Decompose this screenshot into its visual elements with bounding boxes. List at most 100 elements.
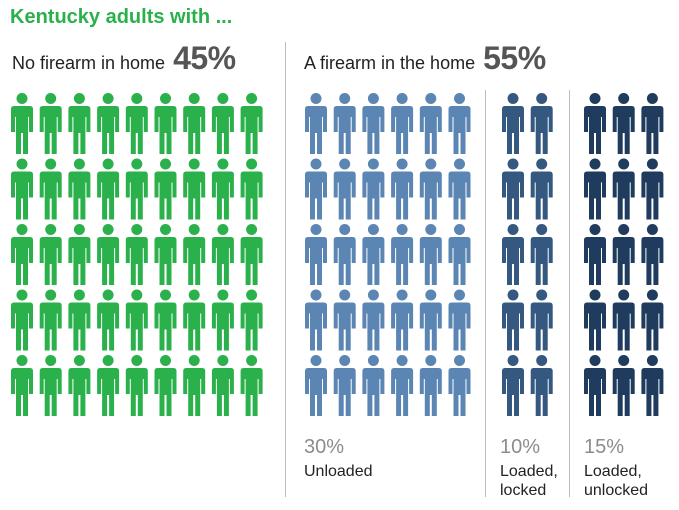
unloaded-label: Unloaded	[304, 463, 373, 480]
unloaded-person-icon	[419, 158, 442, 220]
no-firearm-person-icon	[183, 93, 206, 154]
unloaded-person-icon	[362, 158, 385, 220]
no-firearm-person-icon	[68, 355, 91, 416]
no-firearm-person-icon	[154, 224, 177, 285]
unloaded-percent: 30%	[304, 436, 345, 458]
no-firearm-person-icon	[11, 355, 33, 416]
loaded-unlocked-person-icon	[612, 224, 635, 285]
unloaded-person-icon	[305, 93, 327, 154]
firearm-percent: 55%	[483, 40, 546, 76]
unloaded-person-icon	[333, 355, 356, 416]
loaded-unlocked-person-icon	[641, 355, 664, 416]
unloaded-person-icon	[362, 93, 385, 154]
no-firearm-person-icon	[240, 355, 263, 416]
unloaded-person-icon	[391, 158, 414, 220]
loaded-unlocked-percent: 15%	[584, 436, 625, 458]
loaded-locked-person-icon	[502, 224, 524, 285]
no-firearm-person-icon	[240, 289, 263, 351]
unloaded-person-icon	[448, 93, 471, 154]
unloaded-person-icon	[362, 355, 385, 416]
no-firearm-person-icon	[11, 224, 33, 285]
subgroup-divider-2	[569, 90, 570, 497]
loaded-unlocked-label: Loaded, unlocked	[584, 463, 649, 499]
unloaded-person-icon	[391, 93, 414, 154]
no-firearm-person-icon	[183, 355, 206, 416]
no-firearm-person-icon	[39, 93, 62, 154]
no-firearm-person-icon	[183, 224, 206, 285]
no-firearm-person-icon	[125, 93, 148, 154]
no-firearm-person-icon	[97, 93, 120, 154]
no-firearm-person-icon	[97, 289, 120, 351]
unloaded-person-icon	[419, 355, 442, 416]
loaded-unlocked-person-icon	[584, 93, 606, 154]
firearm-label: A firearm in the home	[304, 53, 476, 73]
no-firearm-person-icon	[125, 289, 148, 351]
unloaded-person-icon	[333, 93, 356, 154]
no-firearm-person-icon	[154, 289, 177, 351]
no-firearm-person-icon	[183, 289, 206, 351]
loaded-unlocked-person-icon	[641, 289, 664, 351]
no-firearm-person-icon	[97, 224, 120, 285]
loaded-locked-person-icon	[530, 93, 553, 154]
unloaded-person-icon	[419, 224, 442, 285]
no-firearm-person-icon	[11, 289, 33, 351]
no-firearm-person-icon	[39, 355, 62, 416]
no-firearm-person-icon	[39, 224, 62, 285]
no-firearm-person-icon	[39, 158, 62, 220]
no-firearm-person-icon	[11, 93, 33, 154]
no-firearm-person-icon	[240, 224, 263, 285]
unloaded-person-icon	[362, 289, 385, 351]
no-firearm-person-icon	[68, 224, 91, 285]
no-firearm-person-icon	[240, 93, 263, 154]
loaded-locked-person-icon	[502, 158, 524, 220]
no-firearm-person-icon	[211, 355, 234, 416]
no-firearm-person-icon	[11, 158, 33, 220]
no-firearm-person-icon	[97, 355, 120, 416]
no-firearm-label: No firearm in home	[12, 53, 166, 73]
unloaded-person-icon	[305, 158, 327, 220]
unloaded-person-icon	[333, 224, 356, 285]
loaded-locked-percent: 10%	[500, 436, 541, 458]
loaded-unlocked-person-icon	[584, 355, 606, 416]
loaded-locked-person-icon	[502, 93, 524, 154]
no-firearm-person-icon	[39, 289, 62, 351]
unloaded-person-icon	[391, 289, 414, 351]
group-divider	[285, 42, 286, 497]
unloaded-person-icon	[362, 224, 385, 285]
loaded-unlocked-person-icon	[584, 289, 606, 351]
unloaded-person-icon	[333, 289, 356, 351]
no-firearm-person-icon	[68, 93, 91, 154]
no-firearm-person-icon	[125, 355, 148, 416]
no-firearm-person-icon	[97, 158, 120, 220]
loaded-locked-person-icon	[502, 355, 524, 416]
no-firearm-person-icon	[154, 355, 177, 416]
unloaded-person-icon	[333, 158, 356, 220]
unloaded-person-icon	[448, 289, 471, 351]
chart-title: Kentucky adults with ...	[10, 6, 233, 28]
no-firearm-person-icon	[183, 158, 206, 220]
subgroup-divider-1	[485, 90, 486, 497]
no-firearm-person-icon	[211, 93, 234, 154]
unloaded-person-icon	[305, 355, 327, 416]
no-firearm-person-icon	[125, 224, 148, 285]
no-firearm-person-icon	[125, 158, 148, 220]
loaded-unlocked-person-icon	[641, 93, 664, 154]
unloaded-person-icon	[305, 289, 327, 351]
unloaded-person-icon	[305, 224, 327, 285]
unloaded-person-icon	[391, 224, 414, 285]
no-firearm-person-icon	[240, 158, 263, 220]
no-firearm-person-icon	[211, 158, 234, 220]
loaded-locked-label: Loaded, locked	[500, 463, 558, 499]
loaded-unlocked-person-icon	[641, 224, 664, 285]
unloaded-person-icon	[419, 93, 442, 154]
loaded-locked-person-icon	[530, 224, 553, 285]
unloaded-person-icon	[448, 355, 471, 416]
loaded-unlocked-person-icon	[612, 355, 635, 416]
loaded-unlocked-person-icon	[612, 93, 635, 154]
loaded-unlocked-person-icon	[641, 158, 664, 220]
loaded-unlocked-person-icon	[612, 158, 635, 220]
no-firearm-person-icon	[154, 93, 177, 154]
unloaded-person-icon	[448, 224, 471, 285]
unloaded-person-icon	[419, 289, 442, 351]
loaded-unlocked-person-icon	[612, 289, 635, 351]
